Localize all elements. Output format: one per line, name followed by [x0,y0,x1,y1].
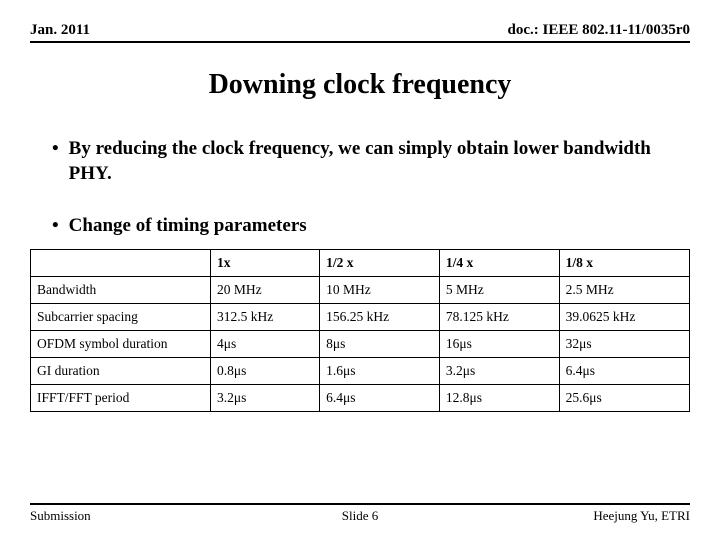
table-cell: 16μs [439,331,559,358]
table-cell: 6.4μs [559,358,689,385]
footer-row: Submission Slide 6 Heejung Yu, ETRI [30,503,690,524]
table-cell: 3.2μs [439,358,559,385]
table-cell: Subcarrier spacing [31,304,211,331]
table-header-cell: 1/8 x [559,250,689,277]
table-cell: OFDM symbol duration [31,331,211,358]
table-row: Bandwidth20 MHz10 MHz5 MHz2.5 MHz [31,277,690,304]
table-cell: 3.2μs [211,385,320,412]
table-header-row: 1x 1/2 x 1/4 x 1/8 x [31,250,690,277]
table-cell: 39.0625 kHz [559,304,689,331]
header-docid: doc.: IEEE 802.11-11/0035r0 [507,22,690,39]
bullet-dot-icon: • [52,137,59,162]
header-date: Jan. 2011 [30,22,90,39]
table-cell: 78.125 kHz [439,304,559,331]
table-row: OFDM symbol duration4μs8μs16μs32μs [31,331,690,358]
footer-right: Heejung Yu, ETRI [593,508,690,524]
footer-center: Slide 6 [30,508,690,524]
table-body: Bandwidth20 MHz10 MHz5 MHz2.5 MHzSubcarr… [31,277,690,412]
table-cell: 1.6μs [320,358,440,385]
table-cell: 25.6μs [559,385,689,412]
table-cell: 312.5 kHz [211,304,320,331]
table-cell: IFFT/FFT period [31,385,211,412]
bullet-text: Change of timing parameters [69,214,680,239]
bullet-dot-icon: • [52,214,59,239]
table-cell: GI duration [31,358,211,385]
table-cell: Bandwidth [31,277,211,304]
table-header-cell: 1/2 x [320,250,440,277]
table-cell: 12.8μs [439,385,559,412]
table-row: Subcarrier spacing312.5 kHz156.25 kHz78.… [31,304,690,331]
table-cell: 4μs [211,331,320,358]
timing-table: 1x 1/2 x 1/4 x 1/8 x Bandwidth20 MHz10 M… [30,249,690,412]
table-cell: 20 MHz [211,277,320,304]
footer-left: Submission [30,508,91,524]
table-cell: 5 MHz [439,277,559,304]
table-header-cell [31,250,211,277]
table-cell: 10 MHz [320,277,440,304]
bullet-text: By reducing the clock frequency, we can … [69,137,680,186]
page-title: Downing clock frequency [30,69,690,101]
table-cell: 0.8μs [211,358,320,385]
table-cell: 156.25 kHz [320,304,440,331]
table-header-cell: 1/4 x [439,250,559,277]
bullet-1: • By reducing the clock frequency, we ca… [52,137,680,186]
table-cell: 32μs [559,331,689,358]
table-cell: 6.4μs [320,385,440,412]
table-cell: 2.5 MHz [559,277,689,304]
table-row: IFFT/FFT period3.2μs6.4μs12.8μs25.6μs [31,385,690,412]
table-row: GI duration0.8μs1.6μs3.2μs6.4μs [31,358,690,385]
header-row: Jan. 2011 doc.: IEEE 802.11-11/0035r0 [30,22,690,43]
table-cell: 8μs [320,331,440,358]
table-header-cell: 1x [211,250,320,277]
bullet-2: • Change of timing parameters [52,214,680,239]
